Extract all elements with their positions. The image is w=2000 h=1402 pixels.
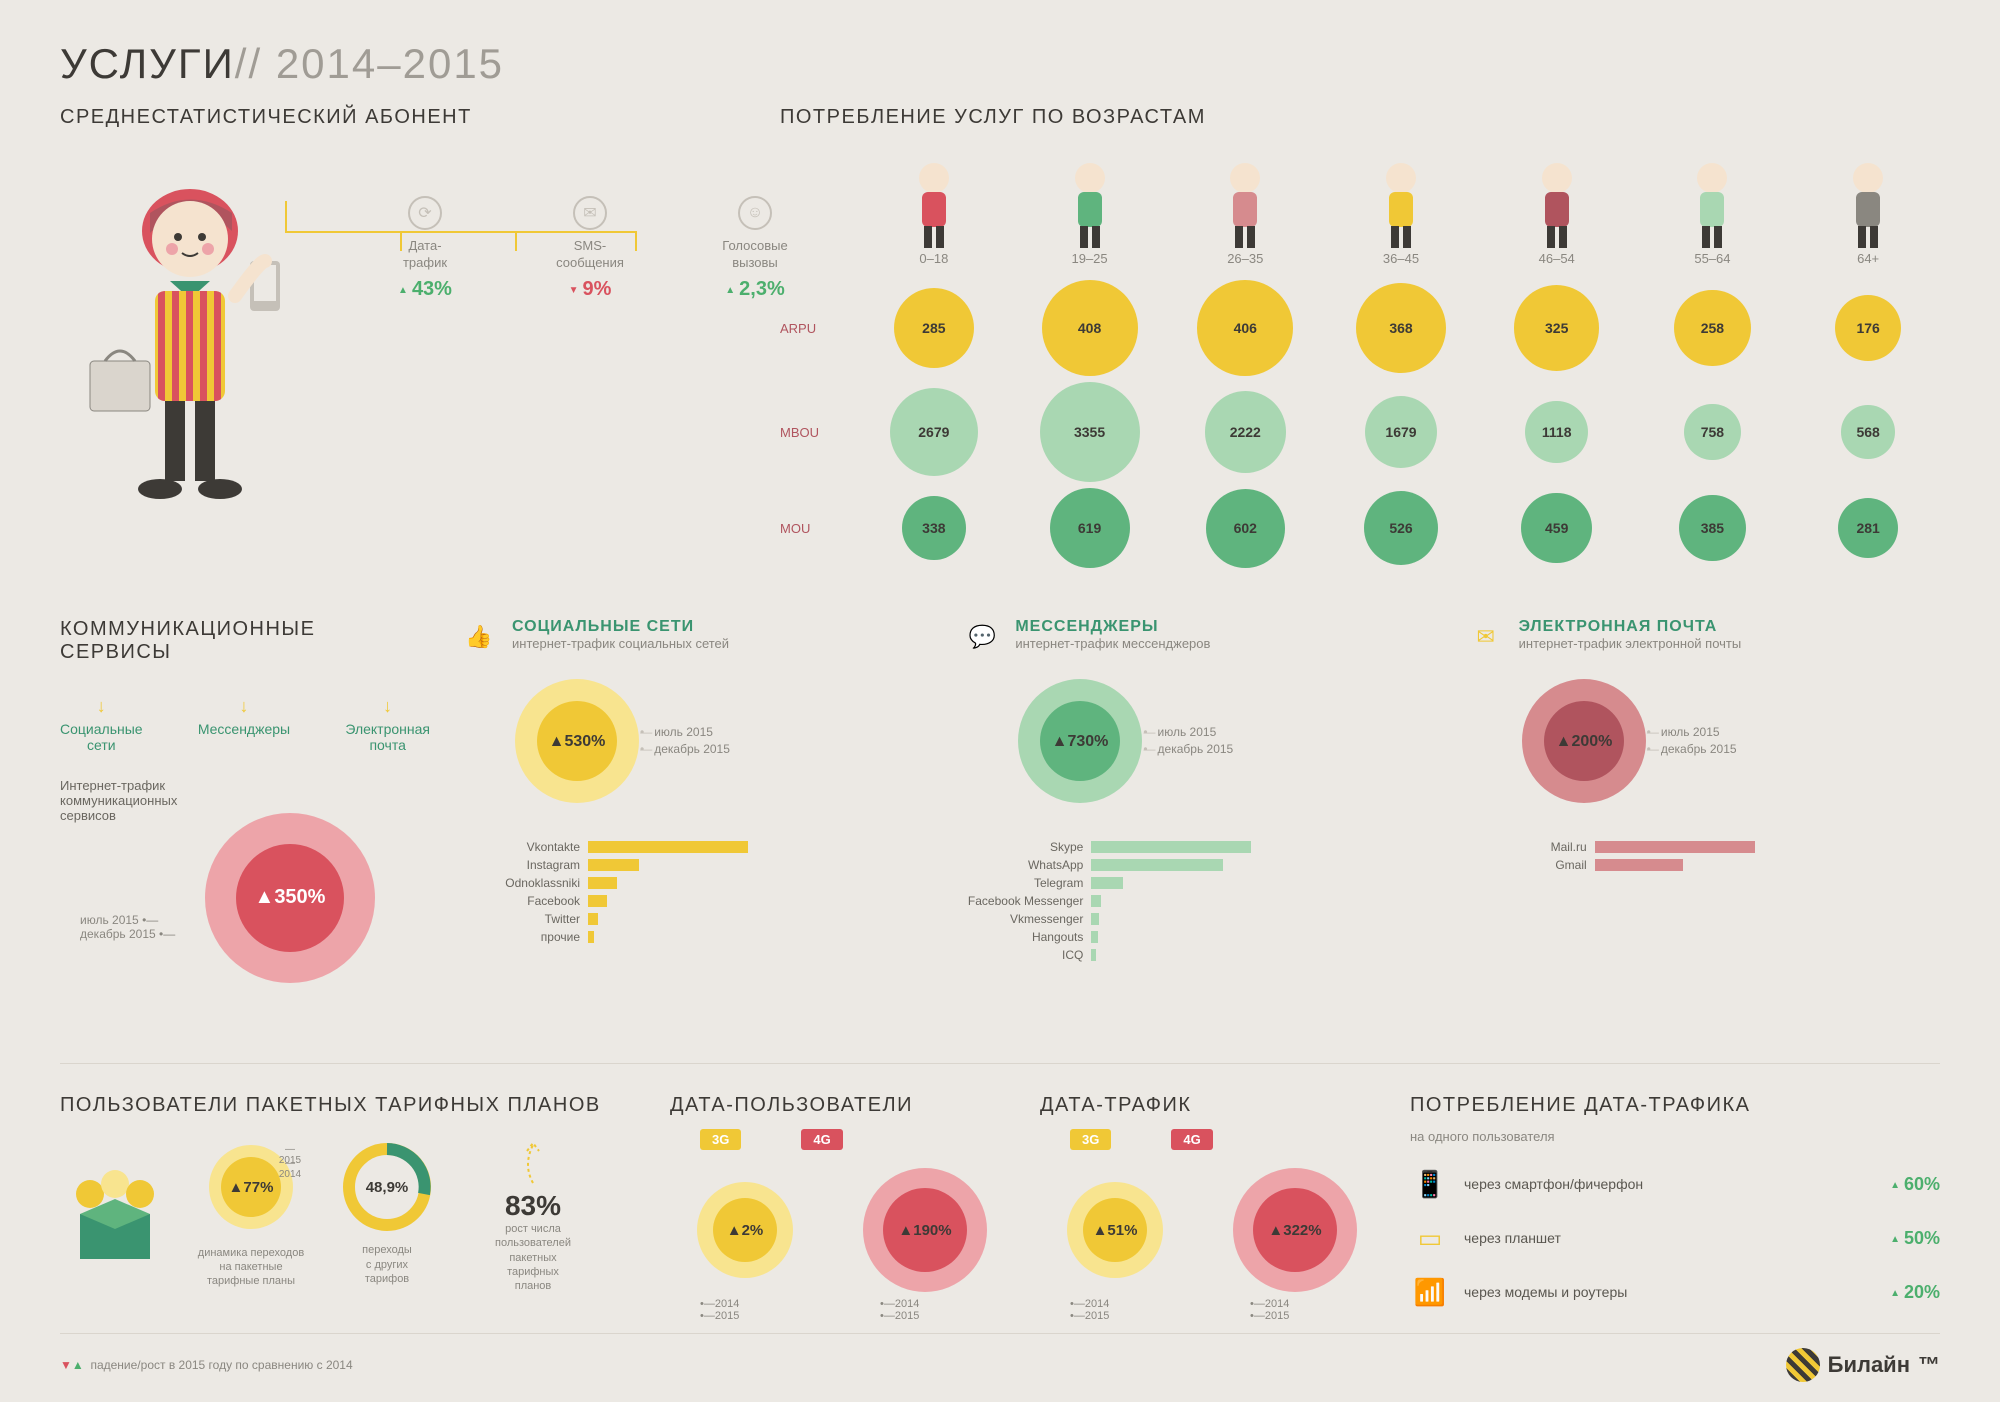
badge-3g: 3G	[1070, 1129, 1111, 1150]
cons-row: 📱через смартфон/фичерфон60%	[1410, 1164, 1940, 1204]
device-icon: ▭	[1410, 1218, 1450, 1258]
badge-4g: 4G	[1171, 1129, 1212, 1150]
page-title: УСЛУГИ// 2014–2015	[60, 40, 1940, 88]
device-icon: 📱	[1410, 1164, 1450, 1204]
cons-sub: на одного пользователя	[1410, 1129, 1940, 1144]
growth-arrow: 83% рост числа пользователей пакетных та…	[468, 1135, 598, 1293]
donut-2: 48,9% переходы с других тарифов	[332, 1142, 442, 1286]
svg-text:▲350%: ▲350%	[255, 886, 326, 908]
metric: ⟳Дата- трафик43%	[370, 196, 480, 301]
du-title: ДАТА-ПОЛЬЗОВАТЕЛИ	[670, 1094, 1010, 1117]
svg-text:▲51%: ▲51%	[1093, 1222, 1138, 1239]
comm-item: ↓Электронная почта	[345, 696, 430, 753]
hbar: Facebook	[460, 894, 933, 908]
hbar: Mail.ru	[1467, 840, 1940, 854]
hbar: WhatsApp	[963, 858, 1436, 872]
du-circle: ▲2%•—2014•—2015	[670, 1162, 820, 1322]
avg-title: СРЕДНЕСТАТИСТИЧЕСКИЙ АБОНЕНТ	[60, 106, 740, 129]
badge-3g: 3G	[700, 1129, 741, 1150]
data-traffic: ДАТА-ТРАФИК 3G 4G ▲51%•—2014•—2015▲322%•…	[1040, 1094, 1380, 1322]
jul-label: июль 2015 •—	[80, 913, 175, 927]
metric-icon: ☺	[738, 196, 772, 230]
dt-title: ДАТА-ТРАФИК	[1040, 1094, 1380, 1117]
hbar: прочие	[460, 930, 933, 944]
box-icon	[60, 1159, 170, 1269]
hbar: Vkontakte	[460, 840, 933, 854]
dec-label: декабрь 2015 •—	[80, 927, 175, 941]
metric-icon: ✉	[573, 196, 607, 230]
service-block: ✉ЭЛЕКТРОННАЯ ПОЧТАинтернет-трафик электр…	[1467, 618, 1940, 966]
svg-text:▲322%: ▲322%	[1268, 1222, 1321, 1239]
svg-text:▲190%: ▲190%	[898, 1222, 951, 1239]
hbar: Hangouts	[963, 930, 1436, 944]
metric: ☺Голосовые вызовы2,3%	[700, 196, 810, 301]
comm-item: ↓Социальные сети	[60, 696, 143, 753]
comm-title: КОММУНИКАЦИОННЫЕ СЕРВИСЫ	[60, 618, 430, 664]
comm-item: ↓Мессенджеры	[198, 696, 290, 753]
svc-icon: 👍	[460, 618, 498, 656]
device-icon: 📶	[1410, 1272, 1450, 1312]
hbar: Instagram	[460, 858, 933, 872]
du-circle: ▲51%•—2014•—2015	[1040, 1162, 1190, 1322]
hbar: Facebook Messenger	[963, 894, 1436, 908]
du-circle: ▲322%•—2014•—2015	[1220, 1162, 1370, 1322]
by-age: ПОТРЕБЛЕНИЕ УСЛУГ ПО ВОЗРАСТАМ 0–1819–25…	[780, 106, 1940, 568]
service-block: 👍СОЦИАЛЬНЫЕ СЕТИинтернет-трафик социальн…	[460, 618, 933, 966]
svg-text:▲730%: ▲730%	[1052, 733, 1109, 750]
hbar: Twitter	[460, 912, 933, 926]
age-title: ПОТРЕБЛЕНИЕ УСЛУГ ПО ВОЗРАСТАМ	[780, 106, 1940, 129]
cons-row: ▭через планшет50%	[1410, 1218, 1940, 1258]
badge-4g: 4G	[801, 1129, 842, 1150]
bee-icon	[1786, 1348, 1820, 1382]
svg-text:48,9%: 48,9%	[366, 1179, 409, 1196]
package-users: ПОЛЬЗОВАТЕЛИ ПАКЕТНЫХ ТАРИФНЫХ ПЛАНОВ ▲7…	[60, 1094, 640, 1293]
hbar: Gmail	[1467, 858, 1940, 872]
cons-title: ПОТРЕБЛЕНИЕ ДАТА-ТРАФИКА	[1410, 1094, 1940, 1117]
pkg-title: ПОЛЬЗОВАТЕЛИ ПАКЕТНЫХ ТАРИФНЫХ ПЛАНОВ	[60, 1094, 640, 1117]
svc-icon: ✉	[1467, 618, 1505, 656]
cons-row: 📶через модемы и роутеры20%	[1410, 1272, 1940, 1312]
svg-text:▲200%: ▲200%	[1555, 733, 1612, 750]
svg-text:▲77%: ▲77%	[228, 1179, 273, 1196]
comm-services: КОММУНИКАЦИОННЫЕ СЕРВИСЫ ↓Социальные сет…	[60, 618, 430, 1023]
hbar: Vkmessenger	[963, 912, 1436, 926]
hbar: Skype	[963, 840, 1436, 854]
donut-1: ▲77% —2015 —2014 динамика переходов на п…	[196, 1140, 306, 1289]
data-users: ДАТА-ПОЛЬЗОВАТЕЛИ 3G 4G ▲2%•—2014•—2015▲…	[670, 1094, 1010, 1322]
data-consumption: ПОТРЕБЛЕНИЕ ДАТА-ТРАФИКА на одного польз…	[1410, 1094, 1940, 1326]
footer: ▼▲ падение/рост в 2015 году по сравнению…	[60, 1333, 1940, 1382]
svg-text:▲530%: ▲530%	[549, 733, 606, 750]
service-block: 💬МЕССЕНДЖЕРЫинтернет-трафик мессенджеров…	[963, 618, 1436, 966]
hbar: Odnoklassniki	[460, 876, 933, 890]
du-circle: ▲190%•—2014•—2015	[850, 1162, 1000, 1322]
hbar: Telegram	[963, 876, 1436, 890]
metric-icon: ⟳	[408, 196, 442, 230]
metric: ✉SMS- сообщения9%	[535, 196, 645, 301]
avg-subscriber: СРЕДНЕСТАТИСТИЧЕСКИЙ АБОНЕНТ	[60, 106, 740, 568]
svc-icon: 💬	[963, 618, 1001, 656]
brand-logo: Билайн™	[1786, 1348, 1940, 1382]
svg-text:▲2%: ▲2%	[727, 1222, 764, 1239]
hbar: ICQ	[963, 948, 1436, 962]
